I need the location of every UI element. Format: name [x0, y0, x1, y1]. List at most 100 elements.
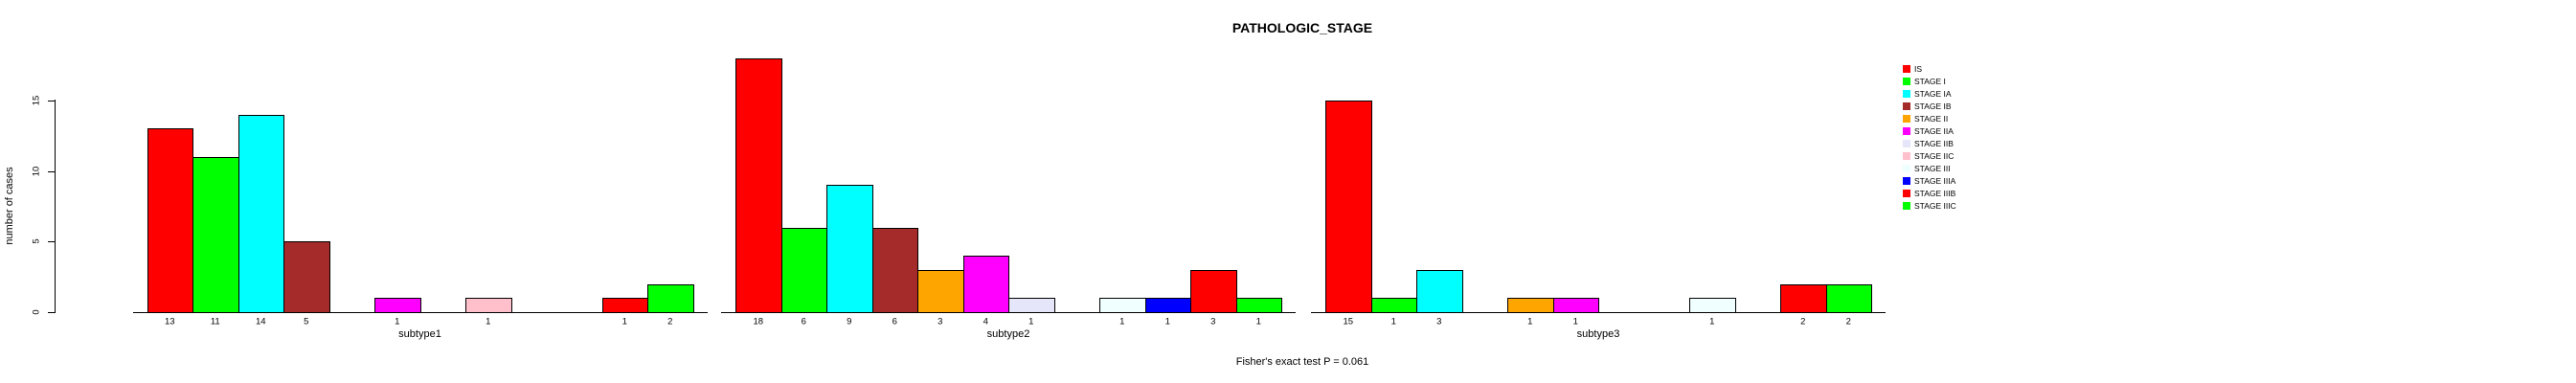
bar-value-label: 1	[1390, 316, 1396, 327]
legend: IS STAGE I STAGE IA STAGE IB STAGE II STAGE I…	[1903, 63, 2018, 216]
bar-stage-iiib	[1780, 283, 1827, 313]
group-label-subtype2: subtype2	[986, 328, 1030, 340]
bar-stage-iia	[962, 256, 1009, 313]
legend-color-swatch	[1903, 202, 1910, 210]
y-tick-label: 0	[31, 309, 42, 315]
bar-value-label: 6	[892, 316, 897, 327]
legend-item-stage-iic: STAGE IIC	[1903, 150, 2018, 163]
legend-label: IS	[1914, 64, 1923, 74]
legend-item-stage-iib: STAGE IIB	[1903, 138, 2018, 150]
legend-label: STAGE IB	[1914, 101, 1952, 111]
legend-label: STAGE IIB	[1914, 139, 1954, 148]
bar-stage-ia	[237, 114, 284, 313]
bar-stage-i	[780, 227, 827, 313]
group-label-subtype1: subtype1	[398, 328, 441, 340]
bar-value-label: 1	[1572, 316, 1578, 327]
bar-stage-ib	[283, 241, 330, 313]
legend-item-stage-iiia: STAGE IIIA	[1903, 175, 2018, 188]
bar-value-label: 11	[210, 316, 220, 327]
bar-stage-i	[1370, 298, 1417, 313]
legend-color-swatch	[1903, 177, 1910, 185]
bar-value-label: 3	[1210, 316, 1216, 327]
y-tick-label: 5	[31, 238, 42, 244]
bar-value-label: 1	[1119, 316, 1125, 327]
bar-value-label: 18	[753, 316, 764, 327]
bar-stage-iii	[1689, 298, 1736, 313]
legend-item-stage-iia: STAGE IIA	[1903, 125, 2018, 138]
legend-color-swatch	[1903, 65, 1910, 73]
bar-value-label: 3	[1436, 316, 1442, 327]
bar-stage-iiic	[1235, 298, 1282, 313]
bar-value-label: 2	[1845, 316, 1851, 327]
y-tick	[48, 312, 55, 313]
bar-stage-iii	[1099, 298, 1146, 313]
legend-label: STAGE IIA	[1914, 126, 1954, 136]
bar-value-label: 9	[847, 316, 852, 327]
y-tick-label: 10	[31, 166, 42, 176]
legend-item-stage-iii: STAGE III	[1903, 163, 2018, 175]
bar-stage-i	[192, 156, 239, 313]
legend-label: STAGE III	[1914, 164, 1951, 173]
bar-stage-iiib	[601, 298, 648, 313]
legend-color-swatch	[1903, 127, 1910, 135]
bar-stage-ii	[1507, 298, 1554, 313]
legend-label: STAGE I	[1914, 77, 1946, 86]
legend-color-swatch	[1903, 90, 1910, 98]
legend-color-swatch	[1903, 102, 1910, 110]
chart-title: PATHOLOGIC_STAGE	[1232, 20, 1373, 35]
bar-value-label: 1	[1164, 316, 1170, 327]
bar-value-label: 1	[1255, 316, 1261, 327]
bar-stage-iiia	[1144, 298, 1191, 313]
legend-item-stage-ii: STAGE II	[1903, 113, 2018, 125]
fisher-test-annotation: Fisher's exact test P = 0.061	[1235, 356, 1369, 368]
bar-stage-ii	[917, 269, 964, 313]
bar-value-label: 3	[938, 316, 943, 327]
legend-item-stage-i: STAGE I	[1903, 76, 2018, 88]
legend-label: STAGE IIIA	[1914, 176, 1956, 186]
bar-value-label: 2	[1800, 316, 1806, 327]
legend-color-swatch	[1903, 190, 1910, 197]
bar-stage-iiic	[647, 283, 694, 313]
bar-stage-iiib	[1190, 269, 1237, 313]
bar-stage-iib	[1008, 298, 1055, 313]
bar-stage-iic	[465, 298, 512, 313]
legend-color-swatch	[1903, 140, 1910, 147]
bar-stage-iiic	[1825, 283, 1872, 313]
legend-label: STAGE IIIB	[1914, 189, 1956, 198]
legend-color-swatch	[1903, 115, 1910, 123]
legend-color-swatch	[1903, 152, 1910, 160]
bar-stage-ia	[826, 185, 873, 313]
bar-value-label: 1	[1709, 316, 1715, 327]
y-tick	[48, 241, 55, 243]
bar-value-label: 2	[667, 316, 673, 327]
legend-label: STAGE II	[1914, 114, 1949, 124]
legend-color-swatch	[1903, 165, 1910, 172]
bar-stage-ib	[871, 227, 918, 313]
bar-is	[1325, 100, 1372, 313]
legend-color-swatch	[1903, 78, 1910, 85]
legend-item-stage-ia: STAGE IA	[1903, 88, 2018, 101]
legend-label: STAGE IIC	[1914, 151, 1955, 161]
bar-value-label: 4	[983, 316, 988, 327]
y-tick-label: 15	[31, 95, 42, 106]
bar-value-label: 1	[1527, 316, 1533, 327]
bar-value-label: 1	[486, 316, 491, 327]
bar-stage-iia	[1552, 298, 1599, 313]
bar-is	[735, 57, 782, 313]
legend-label: STAGE IIIC	[1914, 201, 1956, 211]
bar-stage-iia	[374, 298, 421, 313]
bar-value-label: 1	[621, 316, 627, 327]
bar-stage-ia	[1416, 269, 1463, 313]
legend-label: STAGE IA	[1914, 89, 1952, 99]
legend-item-is: IS	[1903, 63, 2018, 76]
bar-value-label: 1	[1028, 316, 1034, 327]
bar-is	[147, 128, 193, 313]
bar-value-label: 13	[164, 316, 175, 327]
group-label-subtype3: subtype3	[1576, 328, 1620, 340]
y-tick	[48, 170, 55, 172]
bar-value-label: 15	[1343, 316, 1354, 327]
y-axis	[55, 100, 56, 313]
bar-value-label: 14	[255, 316, 266, 327]
